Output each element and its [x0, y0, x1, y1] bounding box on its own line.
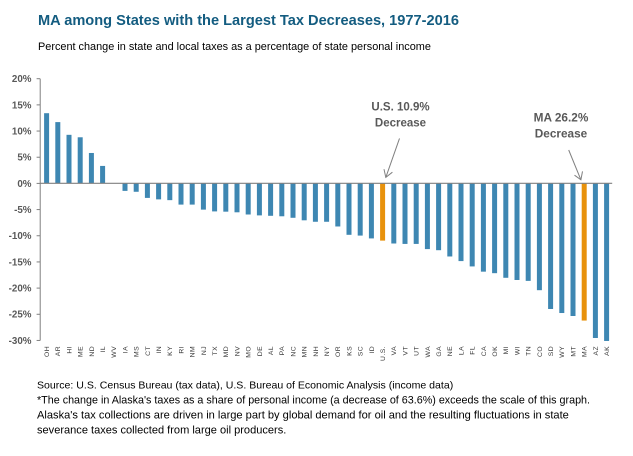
svg-text:Decrease: Decrease [535, 127, 588, 141]
svg-text:5%: 5% [17, 153, 31, 164]
svg-text:UT: UT [414, 346, 421, 356]
svg-text:ND: ND [89, 346, 96, 357]
svg-text:IN: IN [156, 346, 163, 354]
svg-text:SD: SD [548, 346, 555, 356]
svg-text:MI: MI [503, 346, 510, 355]
svg-text:*The change in Alaska's taxes: *The change in Alaska's taxes as a share… [37, 395, 590, 407]
svg-text:-15%: -15% [9, 257, 32, 268]
svg-text:NJ: NJ [201, 346, 208, 355]
svg-text:MS: MS [134, 346, 141, 357]
svg-text:NC: NC [290, 346, 297, 357]
svg-text:Source: U.S. Census Bureau (ta: Source: U.S. Census Bureau (tax data), U… [37, 380, 453, 392]
svg-text:MA: MA [582, 346, 589, 357]
svg-text:OR: OR [335, 346, 342, 357]
svg-text:VT: VT [402, 346, 409, 356]
svg-text:MO: MO [246, 346, 253, 358]
svg-text:MT: MT [570, 346, 577, 357]
svg-text:-30%: -30% [9, 336, 32, 347]
svg-text:AZ: AZ [593, 346, 600, 356]
svg-text:WY: WY [559, 346, 566, 358]
svg-text:GA: GA [436, 346, 443, 357]
svg-text:Alaska's tax collections are d: Alaska's tax collections are driven in l… [37, 409, 569, 421]
svg-text:-25%: -25% [9, 310, 32, 321]
svg-text:severance taxes collected from: severance taxes collected from large oil… [37, 424, 286, 436]
svg-text:RI: RI [178, 346, 185, 354]
svg-text:WA: WA [425, 346, 432, 358]
svg-text:AL: AL [268, 346, 275, 355]
svg-text:NM: NM [190, 346, 197, 358]
svg-text:OH: OH [44, 346, 51, 357]
svg-text:MA 26.2%: MA 26.2% [534, 111, 589, 125]
svg-text:WI: WI [514, 346, 521, 355]
svg-text:MA among States with the Large: MA among States with the Largest Tax Dec… [38, 13, 459, 29]
svg-text:KY: KY [167, 346, 174, 356]
svg-text:TX: TX [212, 346, 219, 356]
svg-text:Decrease: Decrease [375, 117, 426, 129]
svg-text:MD: MD [223, 346, 230, 358]
svg-text:NH: NH [313, 346, 320, 357]
svg-text:SC: SC [358, 346, 365, 356]
svg-text:MN: MN [302, 346, 309, 358]
svg-text:NY: NY [324, 346, 331, 356]
svg-text:Percent change in state and lo: Percent change in state and local taxes … [38, 41, 431, 53]
svg-text:10%: 10% [12, 126, 32, 137]
svg-text:KS: KS [346, 346, 353, 356]
svg-text:NE: NE [447, 346, 454, 356]
svg-text:CO: CO [537, 346, 544, 357]
svg-text:PA: PA [279, 346, 286, 356]
svg-text:WV: WV [111, 346, 118, 358]
svg-text:DE: DE [257, 346, 264, 356]
svg-text:-10%: -10% [9, 231, 32, 242]
svg-text:FL: FL [470, 346, 477, 355]
svg-text:LA: LA [458, 346, 465, 355]
svg-text:-5%: -5% [14, 205, 32, 216]
svg-text:NV: NV [234, 346, 241, 356]
svg-text:HI: HI [66, 346, 73, 354]
svg-text:VA: VA [391, 346, 398, 356]
svg-text:TN: TN [526, 346, 533, 356]
svg-text:20%: 20% [12, 74, 32, 85]
svg-text:OK: OK [492, 346, 499, 357]
svg-text:15%: 15% [12, 100, 32, 111]
svg-text:ID: ID [369, 346, 376, 354]
svg-text:CT: CT [145, 346, 152, 356]
svg-text:0%: 0% [17, 179, 31, 190]
svg-text:ME: ME [78, 346, 85, 357]
svg-text:AR: AR [55, 346, 62, 356]
svg-text:IA: IA [122, 346, 129, 353]
svg-text:CA: CA [481, 346, 488, 356]
svg-text:-20%: -20% [9, 284, 32, 295]
svg-text:U.S.: U.S. [380, 346, 387, 361]
svg-text:U.S. 10.9%: U.S. 10.9% [371, 102, 429, 114]
svg-text:IL: IL [100, 346, 107, 353]
svg-text:AK: AK [604, 346, 611, 356]
